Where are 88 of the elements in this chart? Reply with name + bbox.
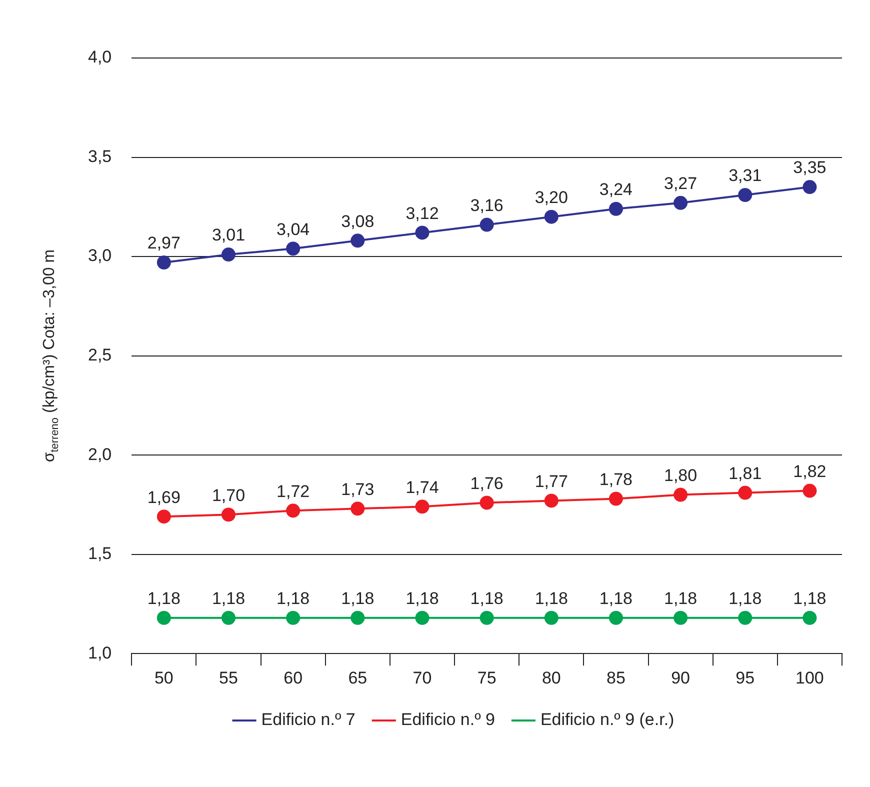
point [802,180,817,194]
y-tick-label: 1,0 [88,643,112,662]
y-tick-label: 3,0 [88,246,112,266]
data-label: 1,80 [664,466,698,485]
x-tick-label: 80 [542,668,561,688]
x-tick-label: 55 [219,668,238,688]
x-tick-label: 90 [671,668,690,688]
x-tick-label: 50 [154,668,174,688]
data-label: 3,24 [599,180,633,200]
point [222,508,236,522]
point [222,248,236,262]
point [222,610,236,625]
point [802,484,817,498]
legend-label: Edificio n.º 9 (e.r.) [540,710,674,730]
point [350,502,365,516]
data-label: 3,01 [212,226,246,245]
y-tick-label: 1,5 [88,544,112,564]
data-label: 1,72 [276,482,310,501]
point [286,610,300,625]
point [415,610,430,625]
point [480,610,494,625]
data-label: 3,35 [793,158,826,178]
data-label: 1,76 [470,474,504,493]
point [156,255,171,270]
point [674,196,688,210]
point [738,610,752,625]
data-label: 1,18 [728,589,762,608]
data-label: 1,18 [534,589,568,608]
x-tick-label: 100 [796,668,824,688]
data-label: 3,16 [470,196,504,215]
data-label: 1,77 [534,472,568,491]
y-tick-label: 3,5 [88,146,112,166]
data-label: 1,69 [147,488,180,507]
data-label: 1,82 [793,462,826,481]
data-label: 3,04 [276,220,310,239]
point [544,494,558,508]
point [415,500,430,514]
x-tick-label: 60 [284,668,303,688]
x-tick-label: 65 [348,668,368,688]
point [286,504,300,518]
data-label: 1,70 [212,486,246,505]
data-label: 1,18 [276,589,310,608]
data-label: 1,18 [341,589,374,608]
y-tick-label: 4,0 [88,48,112,67]
x-tick-label: 75 [477,668,496,688]
data-label: 1,18 [212,589,246,608]
data-label: 2,97 [147,234,180,253]
data-label: 1,18 [470,589,504,608]
data-label: 1,18 [664,589,698,608]
data-label: 1,18 [599,589,633,608]
point [156,510,171,524]
data-label: 1,73 [341,480,374,499]
data-label: 1,78 [599,470,633,489]
point [608,610,623,625]
point [544,210,558,224]
y-axis-title: σterreno (kp/cm³) Cota: –3,00 m [41,249,61,462]
data-label: 3,31 [728,166,762,186]
x-tick-label: 70 [412,668,432,688]
point [674,610,688,625]
data-label: 1,18 [147,589,180,608]
legend-label: Edificio n.º 9 [400,710,495,730]
point [156,610,171,625]
x-tick-label: 85 [606,668,626,688]
point [415,226,430,240]
legend-label: Edificio n.º 7 [261,710,356,730]
data-label: 1,81 [728,464,762,483]
data-label: 3,27 [664,174,698,194]
point [350,610,365,625]
point [480,218,494,232]
point [674,488,688,502]
point [738,188,752,202]
point [802,610,817,625]
y-tick-label: 2,5 [88,345,112,364]
point [480,496,494,510]
data-label: 3,12 [406,204,439,223]
point [286,242,300,256]
x-tick-label: 95 [736,668,755,688]
data-label: 1,18 [793,589,826,608]
data-label: 3,20 [534,188,568,208]
data-label: 1,18 [406,589,439,608]
point [738,486,752,500]
point [544,610,558,625]
y-tick-label: 2,0 [88,444,112,464]
data-label: 1,74 [406,478,439,497]
point [350,234,365,248]
point [608,492,623,506]
point [608,202,623,216]
data-label: 3,08 [341,212,374,231]
